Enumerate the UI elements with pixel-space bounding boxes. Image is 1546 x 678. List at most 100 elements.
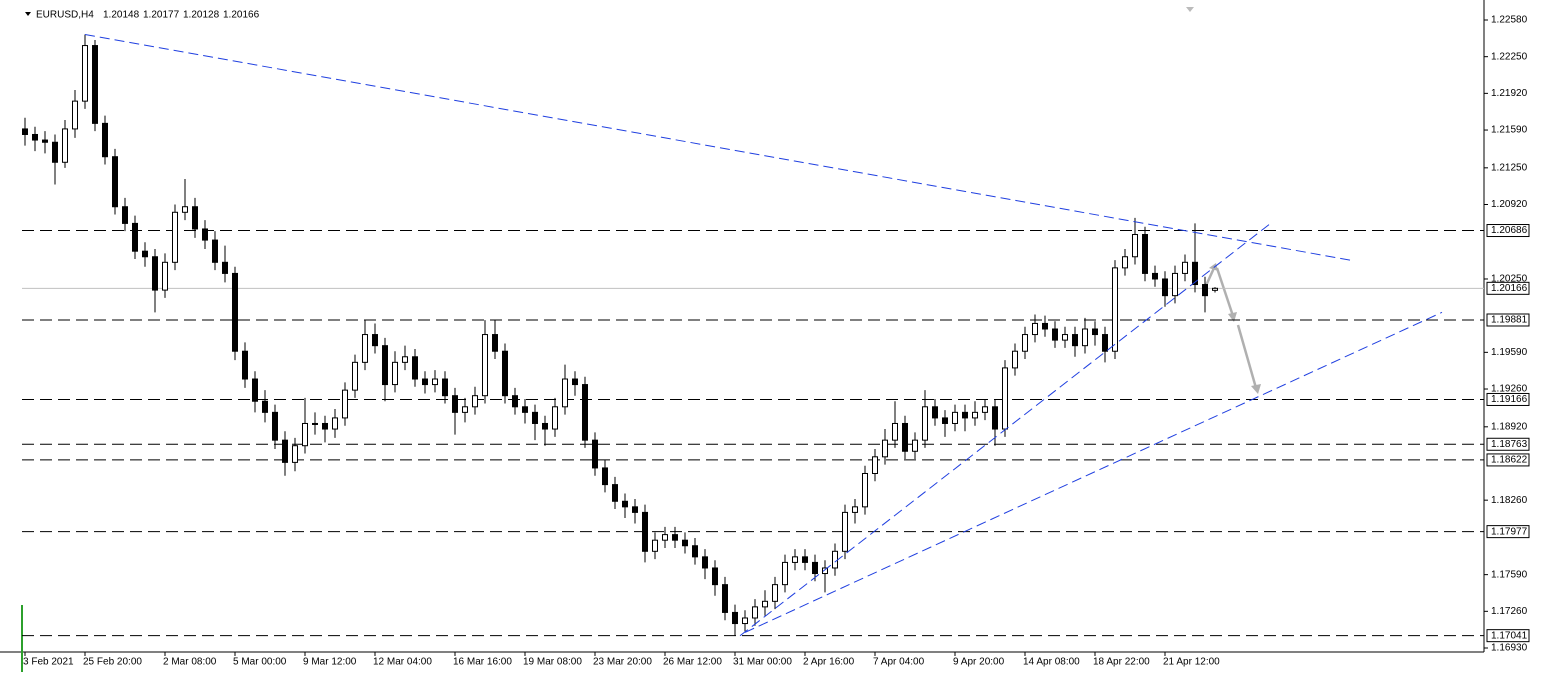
y-tick-label: 1.22580 xyxy=(1491,15,1528,26)
candle-body xyxy=(1132,234,1138,258)
candle-body xyxy=(1012,350,1018,369)
level-label: 1.19166 xyxy=(1491,394,1528,405)
candle-body xyxy=(432,378,438,386)
y-tick-label: 1.18920 xyxy=(1491,421,1528,432)
candle-body xyxy=(502,350,508,397)
candle-body xyxy=(1092,328,1098,336)
y-tick-label: 1.21920 xyxy=(1491,88,1528,99)
y-tick-label: 1.22250 xyxy=(1491,51,1528,62)
level-label: 1.19881 xyxy=(1491,315,1528,326)
candle-body xyxy=(912,439,918,452)
candle-body xyxy=(1182,261,1188,274)
x-tick-label: 9 Apr 20:00 xyxy=(953,657,1005,668)
candle-body xyxy=(1152,272,1158,280)
candle-body xyxy=(792,556,798,563)
x-tick-label: 16 Mar 16:00 xyxy=(453,657,512,668)
x-tick-label: 7 Apr 04:00 xyxy=(873,657,925,668)
symbol: EURUSD,H4 xyxy=(36,10,94,21)
candle-body xyxy=(312,422,318,425)
x-tick-label: 12 Mar 04:00 xyxy=(373,657,432,668)
candle-body xyxy=(712,567,718,586)
candle-body xyxy=(1002,367,1008,430)
current-price-box xyxy=(1486,281,1530,295)
candle-body xyxy=(372,334,378,347)
candle-body xyxy=(652,539,658,552)
candle-body xyxy=(602,467,608,486)
candle-body xyxy=(352,361,358,391)
candle-body xyxy=(682,539,688,547)
x-tick-label: 19 Mar 08:00 xyxy=(523,657,582,668)
candle-body xyxy=(662,534,668,541)
candle-body xyxy=(342,389,348,419)
quote-close: 1.20166 xyxy=(223,10,260,21)
candle-body xyxy=(82,45,88,102)
candle-body xyxy=(42,139,48,143)
candle-body xyxy=(892,422,898,441)
arrow xyxy=(1215,267,1235,317)
candle-body xyxy=(772,584,778,602)
candle-body xyxy=(202,228,208,241)
candle-body xyxy=(472,395,478,408)
candle-body xyxy=(22,128,28,135)
candle-body xyxy=(462,406,468,413)
candle-body xyxy=(742,617,748,625)
level-label: 1.20686 xyxy=(1491,225,1528,236)
candle-body xyxy=(382,345,388,386)
candle-body xyxy=(1022,334,1028,352)
candle-body xyxy=(322,422,328,430)
candle-body xyxy=(632,506,638,513)
candle-body xyxy=(932,406,938,419)
candle-body xyxy=(212,239,218,263)
candle-body xyxy=(1032,322,1038,336)
candle-body xyxy=(572,378,578,386)
candle-body xyxy=(612,484,618,502)
level-label-box xyxy=(1486,629,1530,643)
candle-body xyxy=(442,378,448,397)
x-tick-label: 9 Mar 12:00 xyxy=(303,657,357,668)
x-tick-label: 5 Mar 00:00 xyxy=(233,657,287,668)
y-tick-label: 1.19590 xyxy=(1491,347,1528,358)
candle-body xyxy=(452,395,458,413)
y-tick-label: 1.21590 xyxy=(1491,125,1528,136)
candle-body xyxy=(992,406,998,430)
candle-body xyxy=(492,334,498,352)
candle-body xyxy=(402,356,408,363)
x-tick-label: 18 Apr 22:00 xyxy=(1093,657,1150,668)
candle-body xyxy=(522,406,528,413)
x-tick-label: 26 Mar 12:00 xyxy=(663,657,722,668)
level-label-box xyxy=(1486,392,1530,406)
candle-body xyxy=(152,256,158,291)
level-label: 1.18622 xyxy=(1491,455,1528,466)
candle-body xyxy=(832,550,838,569)
level-label: 1.17041 xyxy=(1491,630,1528,641)
candle-body xyxy=(952,411,958,424)
candle-body xyxy=(142,250,148,258)
level-label: 1.17977 xyxy=(1491,526,1528,537)
candle-body xyxy=(862,472,868,508)
candle-body xyxy=(172,211,178,263)
candle-body xyxy=(242,350,248,380)
candle-body xyxy=(972,411,978,419)
candle-body xyxy=(822,567,828,575)
candle-body xyxy=(332,417,338,430)
candle-body xyxy=(692,545,698,558)
candle-body xyxy=(552,406,558,430)
y-tick-label: 1.17590 xyxy=(1491,569,1528,580)
candle-body xyxy=(482,334,488,397)
candle-body xyxy=(1112,267,1118,352)
y-tick-label: 1.18260 xyxy=(1491,495,1528,506)
candle-body xyxy=(762,600,768,608)
x-tick-label: 14 Apr 08:00 xyxy=(1023,657,1080,668)
candle-body xyxy=(642,511,648,552)
candle-body xyxy=(422,378,428,386)
candle-body xyxy=(72,100,78,130)
candle-body xyxy=(192,206,198,230)
symbol-dropdown[interactable] xyxy=(25,12,31,16)
candle-body xyxy=(272,411,278,441)
x-tick-label: 3 Feb 2021 xyxy=(23,657,74,668)
x-tick-label: 23 Mar 20:00 xyxy=(593,657,652,668)
candle-body xyxy=(412,356,418,380)
candle-body xyxy=(292,445,298,463)
candle-body xyxy=(902,422,908,452)
